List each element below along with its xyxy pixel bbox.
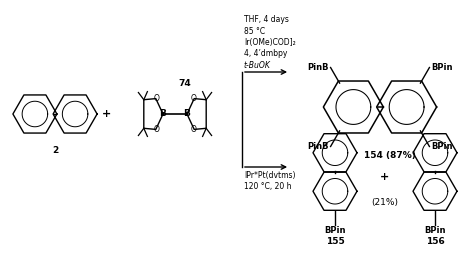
Text: 120 °C, 20 h: 120 °C, 20 h: [244, 182, 292, 191]
Text: O: O: [190, 125, 196, 134]
Text: 155: 155: [326, 237, 345, 247]
Text: BPin: BPin: [424, 226, 446, 236]
Text: 154 (87%): 154 (87%): [364, 151, 416, 160]
Text: B: B: [183, 110, 191, 118]
Text: BPin: BPin: [431, 63, 453, 72]
Text: t-BuOK: t-BuOK: [244, 61, 271, 70]
Text: B: B: [160, 110, 166, 118]
Text: 74: 74: [178, 79, 191, 88]
Text: PinB: PinB: [307, 142, 328, 151]
Text: BPin: BPin: [431, 142, 453, 151]
Text: 156: 156: [426, 237, 444, 247]
Text: Ir(OMe)COD]₂: Ir(OMe)COD]₂: [244, 38, 296, 47]
Text: +: +: [102, 109, 111, 119]
Text: O: O: [154, 94, 160, 103]
Text: O: O: [154, 125, 160, 134]
Text: (21%): (21%): [372, 198, 399, 206]
Text: PinB: PinB: [307, 63, 328, 72]
Text: 4, 4’dmbpy: 4, 4’dmbpy: [244, 50, 287, 58]
Text: 2: 2: [52, 146, 58, 155]
Text: IPr*Pt(dvtms): IPr*Pt(dvtms): [244, 171, 295, 180]
Text: 85 °C: 85 °C: [244, 26, 265, 35]
Text: THF, 4 days: THF, 4 days: [244, 15, 289, 24]
Text: O: O: [190, 94, 196, 103]
Text: +: +: [380, 172, 390, 182]
Text: BPin: BPin: [324, 226, 346, 236]
